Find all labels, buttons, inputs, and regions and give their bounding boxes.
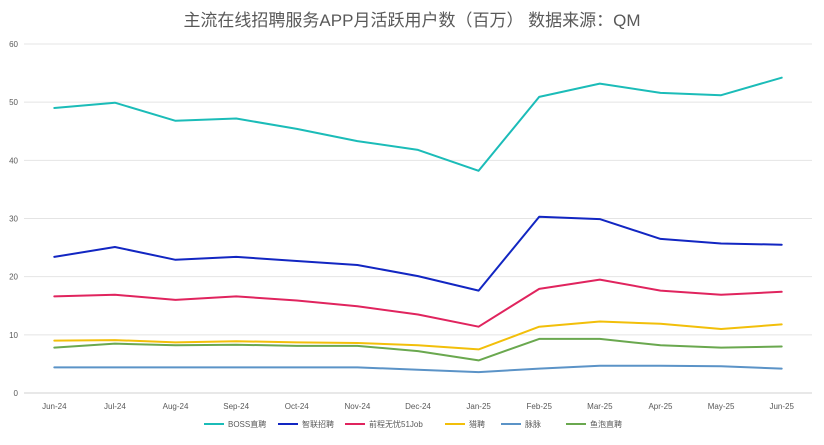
x-tick-label: Oct-24	[285, 402, 310, 411]
legend-item: 前程无忧51Job	[345, 419, 423, 429]
x-tick-label: Jul-24	[104, 402, 126, 411]
x-tick-label: Feb-25	[527, 402, 553, 411]
series-line	[53, 76, 783, 172]
series-line	[53, 320, 783, 351]
y-axis: 0 10 20 30 40 50 60	[9, 40, 18, 398]
series-line	[53, 337, 783, 362]
y-tick-label: 0	[14, 389, 19, 398]
x-axis: Jun-24 Jul-24 Aug-24 Sep-24 Oct-24 Nov-24 Dec-…	[42, 402, 794, 411]
legend-label: 鱼泡直聘	[590, 419, 622, 429]
x-tick-label: Jun-25	[769, 402, 794, 411]
legend-label: 前程无忧51Job	[369, 419, 423, 429]
x-tick-label: Apr-25	[648, 402, 673, 411]
legend-item: 智联招聘	[278, 419, 334, 429]
legend-label: 脉脉	[525, 419, 541, 429]
legend-label: 智联招聘	[302, 419, 334, 429]
x-tick-label: May-25	[708, 402, 735, 411]
y-tick-label: 30	[9, 215, 18, 224]
legend-item: BOSS直聘	[204, 419, 266, 429]
legend-item: 鱼泡直聘	[566, 419, 622, 429]
legend-item: 脉脉	[501, 419, 541, 429]
legend: BOSS直聘 智联招聘 前程无忧51Job 猎聘 脉脉 鱼泡直聘	[204, 419, 622, 429]
series-lines	[53, 76, 783, 374]
chart-title: 主流在线招聘服务APP月活跃用户数（百万） 数据来源：QM	[183, 11, 640, 30]
x-tick-label: Jan-25	[466, 402, 491, 411]
x-tick-label: Mar-25	[587, 402, 613, 411]
y-tick-label: 20	[9, 273, 18, 282]
x-tick-label: Jun-24	[42, 402, 67, 411]
legend-label: BOSS直聘	[228, 419, 266, 429]
y-tick-label: 60	[9, 40, 18, 49]
x-tick-label: Dec-24	[405, 402, 431, 411]
y-tick-label: 40	[9, 156, 18, 165]
x-tick-label: Aug-24	[163, 402, 189, 411]
y-tick-label: 50	[9, 98, 18, 107]
series-line	[53, 364, 783, 374]
y-tick-label: 10	[9, 331, 18, 340]
x-tick-label: Nov-24	[344, 402, 370, 411]
series-line	[53, 278, 783, 328]
legend-label: 猎聘	[469, 419, 485, 429]
x-tick-label: Sep-24	[223, 402, 249, 411]
series-line	[53, 215, 783, 292]
legend-item: 猎聘	[445, 419, 485, 429]
